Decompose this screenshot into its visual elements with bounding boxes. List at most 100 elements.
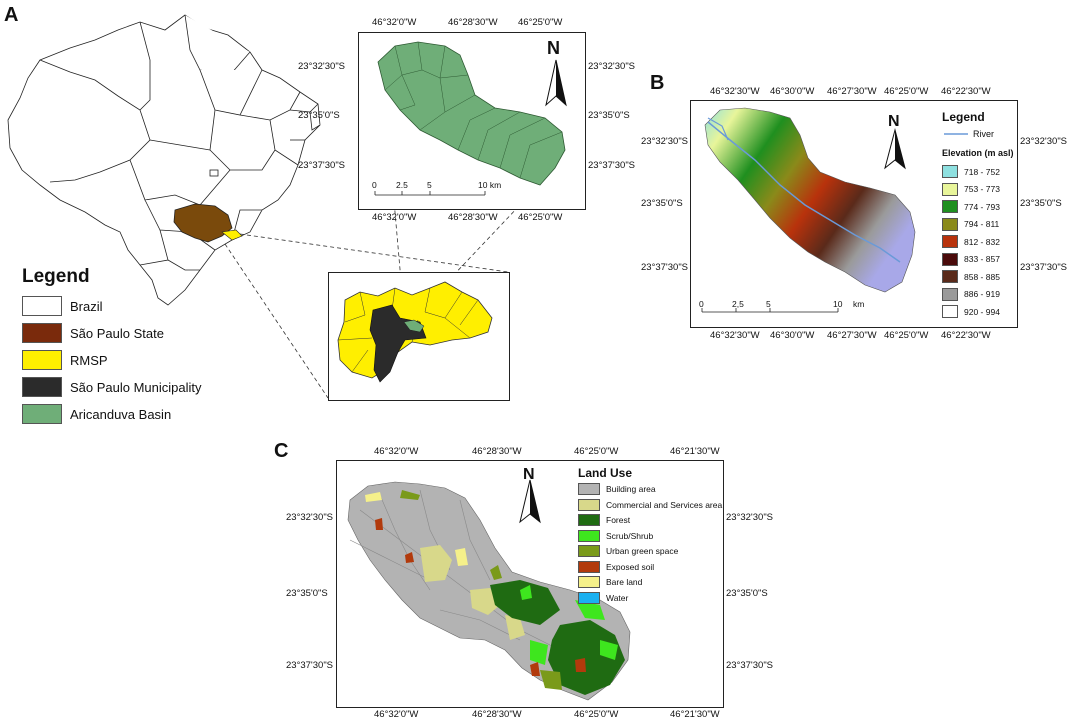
landuse-swatch	[578, 560, 600, 573]
basin-inset-top-tick: 46°25'0"W	[518, 17, 563, 28]
panel-c-right-tick: 23°32'30"S	[726, 512, 774, 523]
elevation-legend-row: 812 - 832	[942, 235, 1000, 248]
landuse-swatch	[578, 514, 600, 526]
landuse-swatch	[578, 576, 600, 588]
elevation-legend-row: 774 - 793	[942, 200, 1000, 213]
panel-c-top-tick: 46°25'0"W	[574, 446, 619, 457]
basin-inset-top-tick: 46°28'30"W	[448, 17, 498, 28]
landuse-swatch	[578, 545, 600, 557]
panel-b-bottom-tick: 46°22'30"W	[941, 330, 991, 341]
panel-c-left-tick: 23°32'30"S	[286, 512, 334, 523]
elevation-legend-row: 833 - 857	[942, 252, 1000, 266]
panel-b-scale-label: km	[853, 299, 865, 309]
landuse-legend-row: Water	[578, 591, 629, 604]
basin-inset-bottom-tick: 46°28'30"W	[448, 212, 498, 223]
legend-a-swatch	[22, 350, 62, 370]
panel-c-letter: C	[274, 440, 289, 462]
landuse-label: Exposed soil	[606, 561, 655, 572]
elevation-label: 812 - 832	[964, 236, 1000, 247]
panel-b-top-tick: 46°30'0"W	[770, 86, 815, 97]
landuse-swatch	[578, 529, 600, 542]
landuse-label: Building area	[606, 484, 656, 494]
legend-a-label: São Paulo State	[70, 325, 164, 341]
legend-a-title: Legend	[22, 266, 90, 287]
panel-c-right-tick: 23°35'0"S	[726, 588, 768, 599]
panel-c-bottom-tick: 46°28'30"W	[472, 709, 522, 720]
elevation-label: 886 - 919	[964, 289, 1000, 299]
elevation-label: 774 - 793	[964, 201, 1000, 212]
panel-b-right-tick: 23°32'30"S	[1020, 136, 1068, 147]
basin-inset-right-tick: 23°32'30"S	[588, 61, 636, 72]
panel-b-left-tick: 23°35'0"S	[641, 198, 683, 209]
panel-b-top-tick: 46°32'30"W	[710, 86, 760, 97]
legend-a-row: Brazil	[22, 296, 103, 316]
landuse-label: Urban green space	[606, 546, 679, 556]
basin-inset-right-tick: 23°37'30"S	[588, 160, 636, 171]
elevation-label: 833 - 857	[964, 254, 1000, 264]
panel-c-right-tick: 23°37'30"S	[726, 660, 774, 671]
landuse-legend-row: Urban green space	[578, 545, 678, 557]
basin-inset-right-tick: 23°35'0"S	[588, 110, 630, 121]
elevation-label: 920 - 994	[964, 306, 1000, 317]
panel-c-bottom-tick: 46°21'30"W	[670, 709, 720, 720]
landuse-swatch	[578, 483, 600, 495]
landuse-legend-row: Building area	[578, 483, 656, 495]
landuse-label: Water	[606, 592, 629, 603]
legend-a-label: São Paulo Municipality	[70, 379, 202, 395]
panel-b-scale-label: 10	[833, 299, 843, 309]
elevation-label: 753 - 773	[964, 184, 1000, 194]
panel-c-legend-title: Land Use	[578, 466, 633, 480]
elevation-label: 858 - 885	[964, 271, 1000, 282]
legend-a-label: RMSP	[70, 352, 108, 368]
legend-a-row: São Paulo Municipality	[22, 377, 202, 397]
elevation-legend-row: 886 - 919	[942, 287, 1000, 301]
legend-a-row: Aricanduva Basin	[22, 404, 171, 424]
panel-b-left-tick: 23°37'30"S	[641, 262, 689, 273]
basin-inset-left-tick: 23°37'30"S	[298, 160, 346, 171]
panel-b-top-tick: 46°22'30"W	[941, 86, 991, 97]
basin-inset-bottom-tick: 46°32'0"W	[372, 212, 417, 223]
panel-b-top-tick: 46°25'0"W	[884, 86, 929, 97]
landuse-legend-row: Bare land	[578, 576, 642, 588]
legend-a-row: São Paulo State	[22, 323, 164, 343]
elevation-legend-row: 794 - 811	[942, 217, 999, 231]
elevation-legend-row: 718 - 752	[942, 165, 1000, 178]
basin-inset-bottom-tick: 46°25'0"W	[518, 212, 563, 223]
elevation-swatch	[942, 217, 958, 231]
panel-c-left-tick: 23°37'30"S	[286, 660, 334, 671]
panel-b-elevation-title: Elevation (m asl)	[942, 148, 1014, 158]
elevation-swatch	[942, 287, 958, 301]
panel-b-bottom-tick: 46°30'0"W	[770, 330, 815, 341]
landuse-swatch	[578, 498, 600, 511]
basin-inset-top-tick: 46°32'0"W	[372, 17, 417, 28]
elevation-swatch	[942, 270, 958, 283]
legend-a-label: Brazil	[70, 298, 103, 314]
panel-b-north-label: N	[888, 113, 900, 130]
legend-a-row: RMSP	[22, 350, 108, 370]
panel-b-bottom-tick: 46°27'30"W	[827, 330, 877, 341]
basin-inset-left-tick: 23°32'30"S	[298, 61, 346, 72]
elevation-swatch	[942, 182, 958, 196]
panel-c-top-tick: 46°32'0"W	[374, 446, 419, 457]
landuse-label: Forest	[606, 515, 631, 525]
panel-b-bottom-tick: 46°32'30"W	[710, 330, 760, 341]
legend-a-swatch	[22, 377, 62, 397]
panel-b-left-tick: 23°32'30"S	[641, 136, 689, 147]
sao-paulo-state-shape	[173, 203, 233, 243]
elevation-legend-row: 753 - 773	[942, 182, 1000, 196]
legend-a-swatch	[22, 296, 62, 316]
basin-inset-scale-label: 5	[427, 180, 432, 190]
panel-b-legend-title: Legend	[942, 110, 985, 124]
basin-inset-scale-label: 10 km	[478, 180, 502, 190]
panel-c-left-tick: 23°35'0"S	[286, 588, 328, 599]
panel-b-scale-label: 5	[766, 299, 771, 309]
legend-a-label: Aricanduva Basin	[70, 406, 172, 422]
landuse-legend-row: Forest	[578, 514, 630, 526]
panel-c-bottom-tick: 46°32'0"W	[374, 709, 419, 720]
panel-b-right-tick: 23°35'0"S	[1020, 198, 1062, 209]
elevation-swatch	[942, 235, 958, 248]
